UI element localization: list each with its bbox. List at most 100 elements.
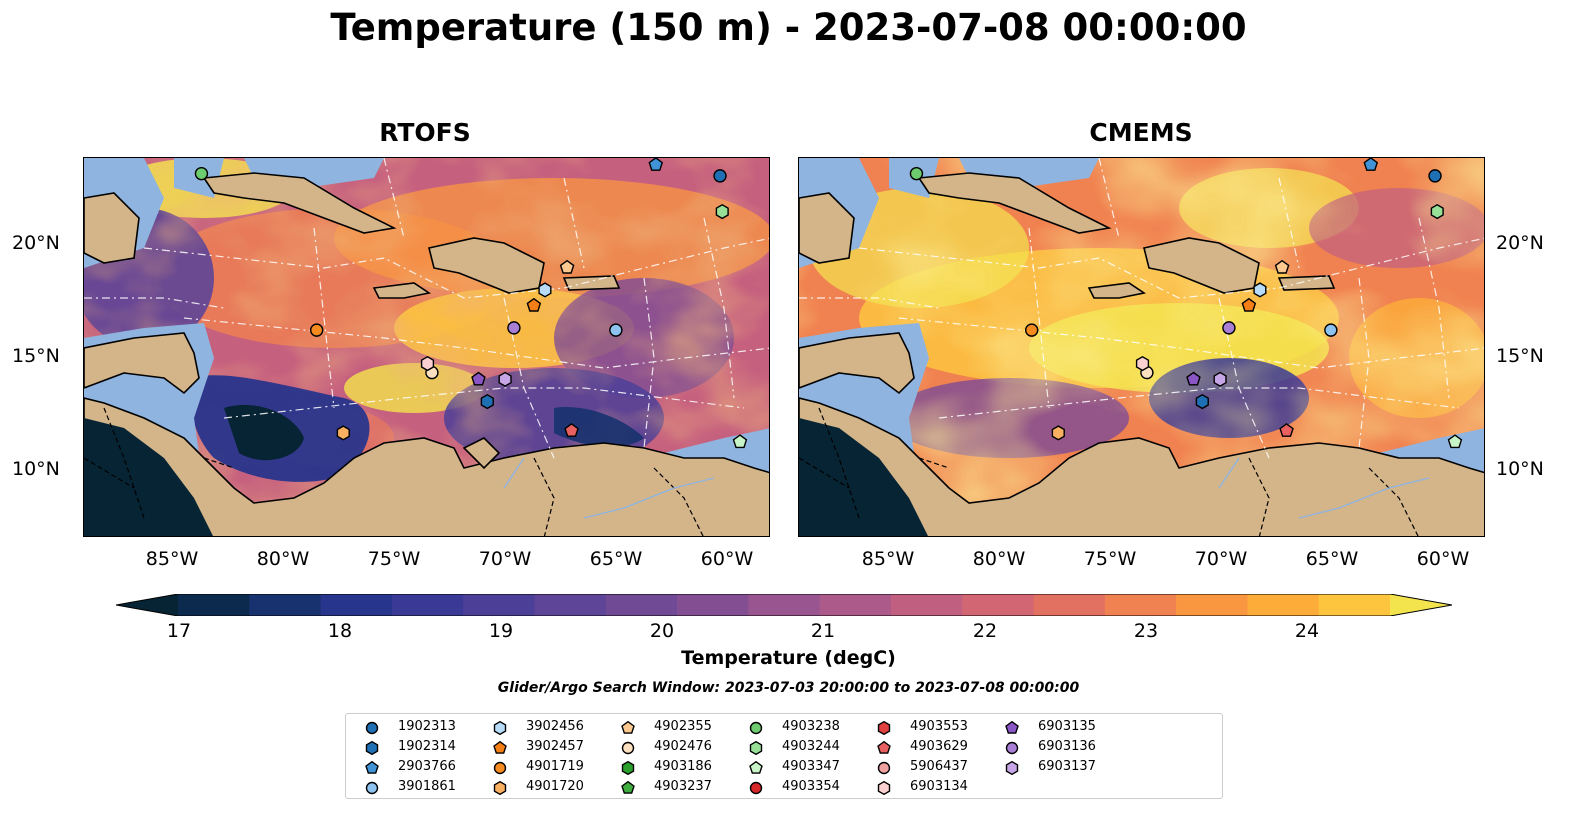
land-cold-ocean	[799, 418, 928, 536]
float-marker-3901861	[1324, 323, 1338, 337]
cold-region	[190, 375, 644, 482]
legend-label: 4901719	[526, 759, 584, 774]
float-markers	[194, 158, 748, 449]
float-marker-4903238	[194, 166, 209, 181]
legend-marker	[365, 721, 379, 735]
eez-boundaries	[84, 158, 769, 459]
float-marker-4901719	[1024, 323, 1039, 337]
pentagon-marker-icon	[749, 760, 763, 774]
xtick-70w: 70°W	[1194, 548, 1248, 570]
colorbar-segment	[178, 594, 250, 616]
legend-label: 5906437	[910, 759, 968, 774]
legend-label: 1902313	[398, 719, 456, 734]
ytick-20n: 20°N	[1496, 232, 1544, 254]
colorbar-tick: 19	[488, 620, 514, 642]
circle-marker-icon	[749, 781, 763, 795]
float-marker-4901719	[309, 323, 324, 337]
colorbar-segment	[249, 594, 322, 616]
xtick-60w: 60°W	[700, 548, 754, 570]
circle-marker-icon	[621, 741, 635, 755]
float-marker-6903135	[471, 371, 486, 386]
legend-label: 4903244	[782, 739, 840, 754]
land	[84, 172, 769, 536]
legend-marker	[493, 780, 507, 796]
xtick-85w: 85°W	[861, 548, 915, 570]
colorbar-tick: 23	[1133, 620, 1159, 642]
ytick-10n: 10°N	[12, 458, 60, 480]
xtick-65w: 65°W	[589, 548, 643, 570]
colorbar-segment	[890, 594, 963, 616]
float-marker-6903135	[1186, 371, 1201, 386]
hexagon-marker-icon	[493, 780, 507, 796]
circle-marker-icon	[749, 721, 763, 735]
hexagon-marker-icon	[365, 740, 379, 756]
legend-label: 4903186	[654, 759, 712, 774]
colorbar-segment	[1033, 594, 1106, 616]
float-marker-6903134	[420, 355, 435, 372]
xtick-60w: 60°W	[1416, 548, 1470, 570]
float-marker-2903766	[648, 158, 664, 171]
hexagon-marker-icon	[749, 740, 763, 756]
float-marker-4903347	[1447, 434, 1463, 449]
legend-marker	[877, 740, 891, 754]
colorbar-segment	[1176, 594, 1249, 616]
float-marker-6903136	[1222, 321, 1236, 335]
colorbar-segment	[1247, 594, 1320, 616]
pentagon-marker-icon	[365, 760, 379, 774]
legend-marker	[749, 721, 763, 735]
xtick-65w: 65°W	[1305, 548, 1359, 570]
map-panel-rtofs	[83, 157, 770, 537]
colorbar-segment	[320, 594, 393, 616]
legend-marker	[1005, 760, 1019, 776]
legend-marker	[877, 720, 891, 736]
circle-marker-icon	[877, 761, 891, 775]
legend-label: 6903134	[910, 779, 968, 794]
rivers	[503, 457, 715, 519]
colorbar-segment	[677, 594, 749, 616]
float-markers	[909, 158, 1463, 449]
hexagon-marker-icon	[1005, 760, 1019, 776]
legend-label: 4903237	[654, 779, 712, 794]
ytick-10n: 10°N	[1496, 458, 1544, 480]
legend-marker	[365, 781, 379, 795]
legend-marker	[621, 760, 635, 776]
xtick-70w: 70°W	[478, 548, 532, 570]
eez-boundaries	[799, 158, 1484, 459]
legend-marker	[749, 781, 763, 795]
colorbar-tick: 22	[972, 620, 998, 642]
legend-marker	[621, 741, 635, 755]
colorbar-tick: 21	[810, 620, 836, 642]
circle-marker-icon	[365, 781, 379, 795]
colorbar-segment	[819, 594, 892, 616]
legend-marker	[493, 720, 507, 736]
legend-marker	[1005, 720, 1019, 734]
land-cold-ocean	[84, 418, 213, 536]
legend-marker	[493, 740, 507, 754]
figure-title: Temperature (150 m) - 2023-07-08 00:00:0…	[330, 6, 1247, 49]
float-marker-1902314	[480, 393, 494, 410]
ytick-15n: 15°N	[12, 345, 60, 367]
legend-label: 4903347	[782, 759, 840, 774]
border-lines	[84, 407, 704, 536]
float-marker-4901720	[1051, 425, 1065, 441]
circle-marker-icon	[365, 721, 379, 735]
legend-marker	[493, 761, 507, 775]
float-marker-3902456	[538, 282, 552, 298]
colorbar-segment	[962, 594, 1035, 616]
colorbar-extend-max	[1390, 594, 1452, 616]
circle-marker-icon	[1005, 741, 1019, 755]
colorbar-segment	[605, 594, 678, 616]
colorbar-tick: 24	[1294, 620, 1320, 642]
colorbar-segment	[391, 594, 464, 616]
legend-marker	[877, 780, 891, 796]
colorbar-segment	[1318, 594, 1391, 616]
rivers	[1218, 457, 1430, 519]
legend-label: 4901720	[526, 779, 584, 794]
pentagon-marker-icon	[621, 780, 635, 794]
legend-label: 4903629	[910, 739, 968, 754]
float-marker-4903238	[909, 166, 924, 181]
float-marker-3902456	[1253, 282, 1267, 298]
float-marker-4902355	[559, 259, 575, 274]
float-marker-4903347	[732, 434, 748, 449]
hexagon-marker-icon	[621, 760, 635, 776]
